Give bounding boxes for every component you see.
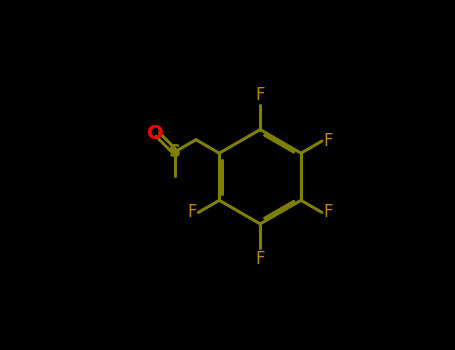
Text: F: F	[324, 203, 333, 222]
Text: O: O	[147, 124, 163, 143]
Text: S: S	[169, 143, 181, 161]
Text: F: F	[187, 203, 197, 222]
Text: F: F	[324, 132, 333, 150]
Text: F: F	[255, 250, 265, 267]
Text: F: F	[255, 86, 265, 104]
